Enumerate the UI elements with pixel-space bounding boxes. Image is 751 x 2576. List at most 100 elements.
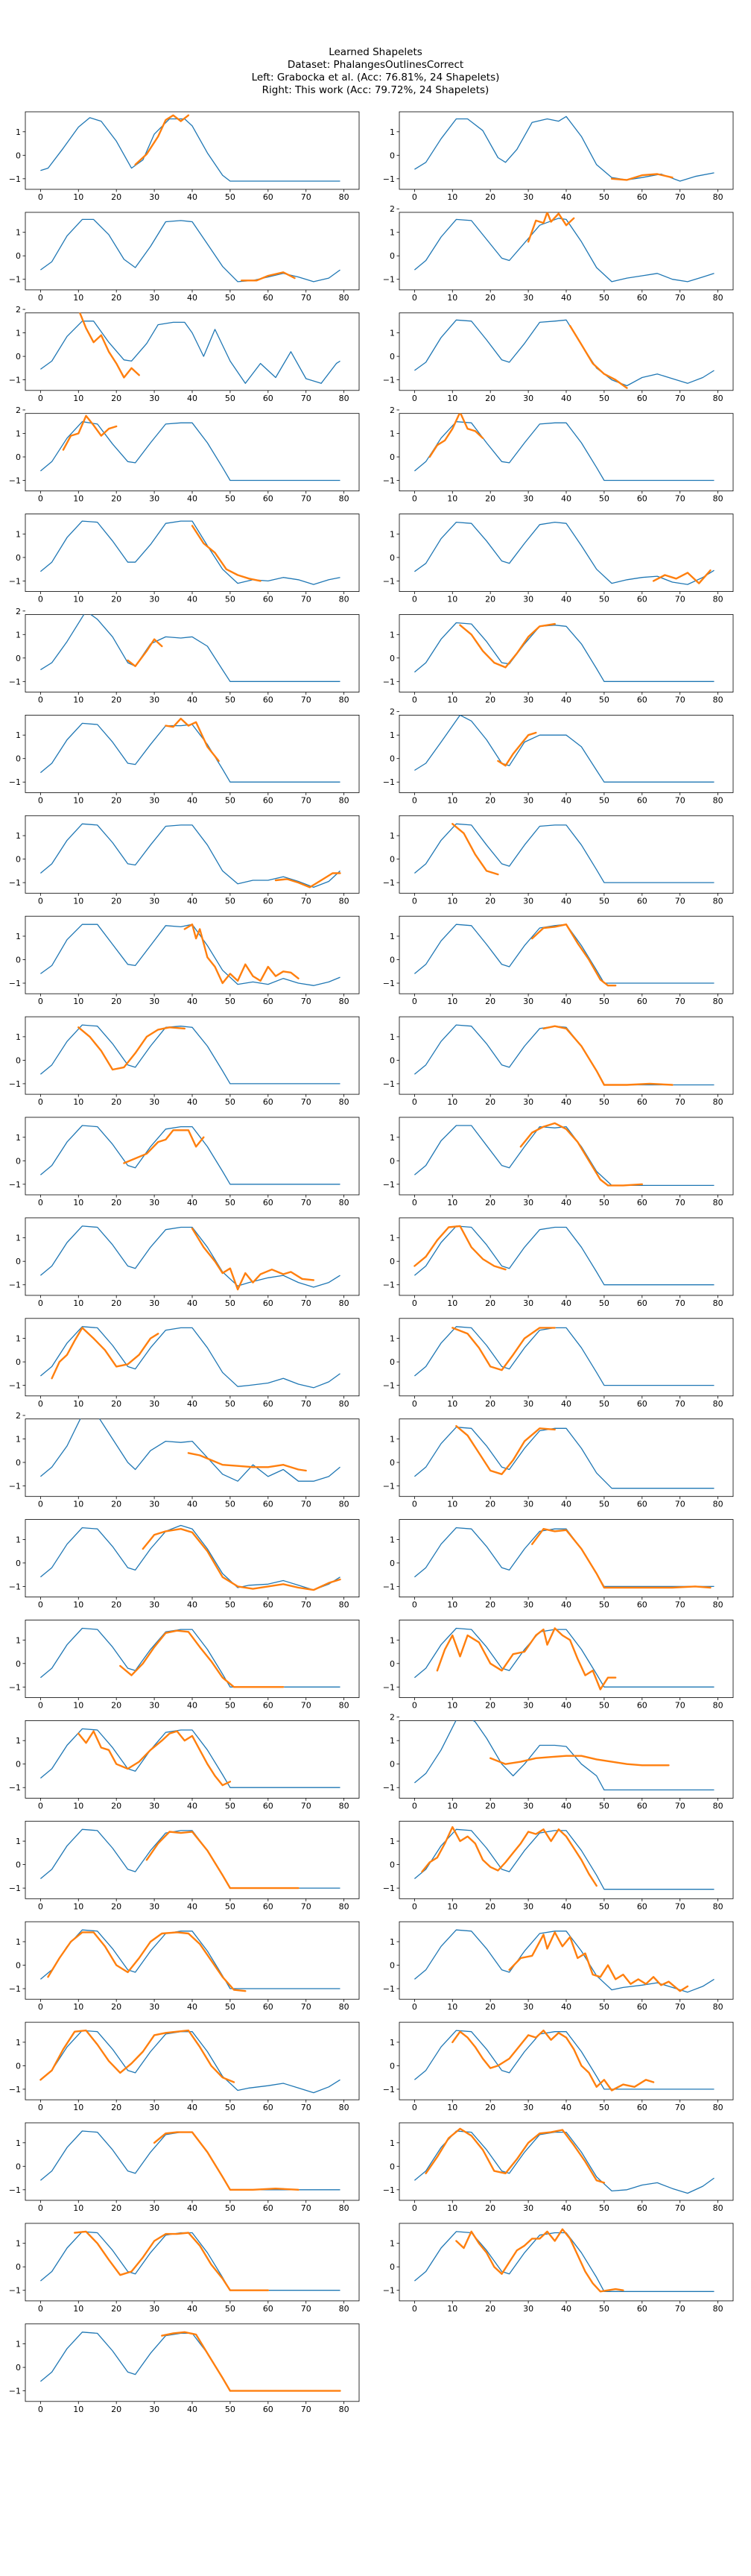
x-tick-label: 60	[263, 1298, 273, 1308]
series-line	[40, 218, 340, 282]
series-line	[39, 421, 340, 482]
chart-panel: 0 10 20 30 40 50 60 70 80 −1 0 1	[9, 514, 360, 604]
x-tick-label: 20	[111, 2103, 121, 2112]
x-tick-label: 30	[149, 1801, 159, 1811]
series-line	[413, 2030, 714, 2090]
y-tick-label: −1	[9, 1180, 21, 1190]
y-tick-label: −1	[383, 1884, 395, 1893]
x-tick-label: 60	[263, 896, 273, 906]
x-tick-label: 80	[713, 1600, 723, 1610]
x-tick-label: 30	[149, 1500, 159, 1509]
chart-panel: 0 10 20 30 40 50 60 70 80 −1 0 1	[9, 212, 360, 303]
y-tick-label: 2	[390, 204, 395, 214]
y-tick-label: 2	[16, 1411, 21, 1421]
y-tick-label: −1	[9, 576, 21, 586]
x-tick-label: 30	[149, 1399, 159, 1409]
chart-panel: 0 10 20 30 40 50 60 70 80 −1 0 1	[9, 1519, 360, 1610]
y-tick-label: 0	[390, 855, 395, 865]
x-tick-label: 10	[73, 1500, 83, 1509]
shapelet-line	[451, 1327, 556, 1371]
x-tick-label: 30	[523, 192, 533, 202]
x-tick-label: 0	[38, 494, 43, 504]
x-tick-label: 80	[713, 896, 723, 906]
y-tick-label: −1	[383, 677, 395, 686]
chart-panel: 0 10 20 30 40 50 60 70 80 −1 0 1	[9, 2223, 360, 2314]
series-line	[39, 1627, 340, 1688]
chart-panel: 0 10 20 30 40 50 60 70 80 −1 0 1 2	[9, 1411, 360, 1509]
x-tick-label: 20	[485, 997, 495, 1006]
x-tick-label: 20	[111, 1901, 121, 1911]
y-tick-label: −1	[383, 979, 395, 988]
x-tick-label: 60	[263, 595, 273, 604]
chart-panel: 0 10 20 30 40 50 60 70 80 −1 0 1	[9, 815, 360, 906]
x-tick-label: 80	[339, 2405, 349, 2414]
shapelet-line	[77, 1026, 186, 1071]
y-tick-label: 0	[390, 1559, 395, 1568]
shapelet-line	[78, 312, 140, 379]
x-tick-label: 0	[412, 997, 417, 1006]
shapelet-line	[183, 923, 300, 985]
panel-frame	[25, 312, 360, 391]
x-tick-label: 20	[485, 1500, 495, 1509]
x-tick-label: 40	[561, 1901, 571, 1911]
x-tick-label: 0	[38, 1298, 43, 1308]
x-tick-label: 20	[111, 1198, 121, 1208]
chart-panel: 0 10 20 30 40 50 60 70 80 −1 0 1	[9, 2122, 360, 2213]
shapelet-line	[455, 1424, 556, 1476]
y-tick-label: 0	[16, 1559, 21, 1568]
shapelet-line	[161, 2331, 341, 2392]
x-tick-label: 80	[339, 1399, 349, 1409]
x-tick-label: 20	[485, 896, 495, 906]
x-tick-label: 80	[339, 2002, 349, 2012]
x-tick-label: 60	[637, 494, 647, 504]
x-tick-label: 40	[187, 192, 197, 202]
chart-panel: 0 10 20 30 40 50 60 70 80 −1 0 1	[9, 1820, 360, 1911]
x-tick-label: 70	[301, 1600, 311, 1610]
shapelet-line	[489, 1755, 670, 1767]
series-line	[40, 614, 340, 682]
shapelet-line	[51, 1327, 159, 1380]
x-tick-label: 80	[713, 1801, 723, 1811]
x-tick-label: 50	[225, 1701, 235, 1711]
x-tick-label: 50	[225, 997, 235, 1006]
y-tick-label: −1	[383, 878, 395, 888]
x-tick-label: 40	[561, 695, 571, 705]
x-tick-label: 80	[713, 1701, 723, 1711]
x-tick-label: 50	[599, 494, 609, 504]
panel-frame	[25, 2122, 360, 2201]
x-tick-label: 40	[187, 1399, 197, 1409]
x-tick-label: 80	[339, 2203, 349, 2213]
x-tick-label: 70	[675, 1801, 685, 1811]
chart-panel: 0 10 20 30 40 50 60 70 80 −1 0 1 2	[9, 405, 360, 504]
series-line	[39, 520, 340, 585]
x-tick-label: 20	[111, 1701, 121, 1711]
chart-panel: 0 10 20 30 40 50 60 70 80 −1 0 1	[9, 1217, 360, 1308]
x-tick-label: 60	[637, 1097, 647, 1107]
x-tick-label: 10	[73, 896, 83, 906]
x-tick-label: 70	[301, 2405, 311, 2414]
y-tick-label: 1	[390, 127, 395, 137]
x-tick-label: 20	[111, 695, 121, 705]
y-tick-label: 2	[390, 405, 395, 415]
shapelet-line	[187, 1452, 307, 1472]
x-tick-label: 60	[637, 1298, 647, 1308]
panel-frame	[25, 614, 360, 692]
x-tick-label: 20	[485, 1097, 495, 1107]
x-tick-label: 40	[561, 1701, 571, 1711]
x-tick-label: 40	[187, 896, 197, 906]
x-tick-label: 20	[111, 192, 121, 202]
x-tick-label: 70	[675, 2002, 685, 2012]
x-tick-label: 50	[225, 1198, 235, 1208]
x-tick-label: 10	[447, 1801, 457, 1811]
x-tick-label: 30	[149, 2103, 159, 2112]
x-tick-label: 10	[447, 2304, 457, 2314]
x-tick-label: 0	[412, 2103, 417, 2112]
panel-frame	[25, 1519, 360, 1597]
y-tick-label: 1	[16, 730, 21, 740]
y-tick-label: −1	[383, 1180, 395, 1190]
y-tick-label: 2	[16, 305, 21, 315]
y-tick-label: 0	[390, 1458, 395, 1468]
panel-frame	[25, 1117, 360, 1196]
y-tick-label: 0	[16, 1055, 21, 1065]
x-tick-label: 70	[675, 1097, 685, 1107]
